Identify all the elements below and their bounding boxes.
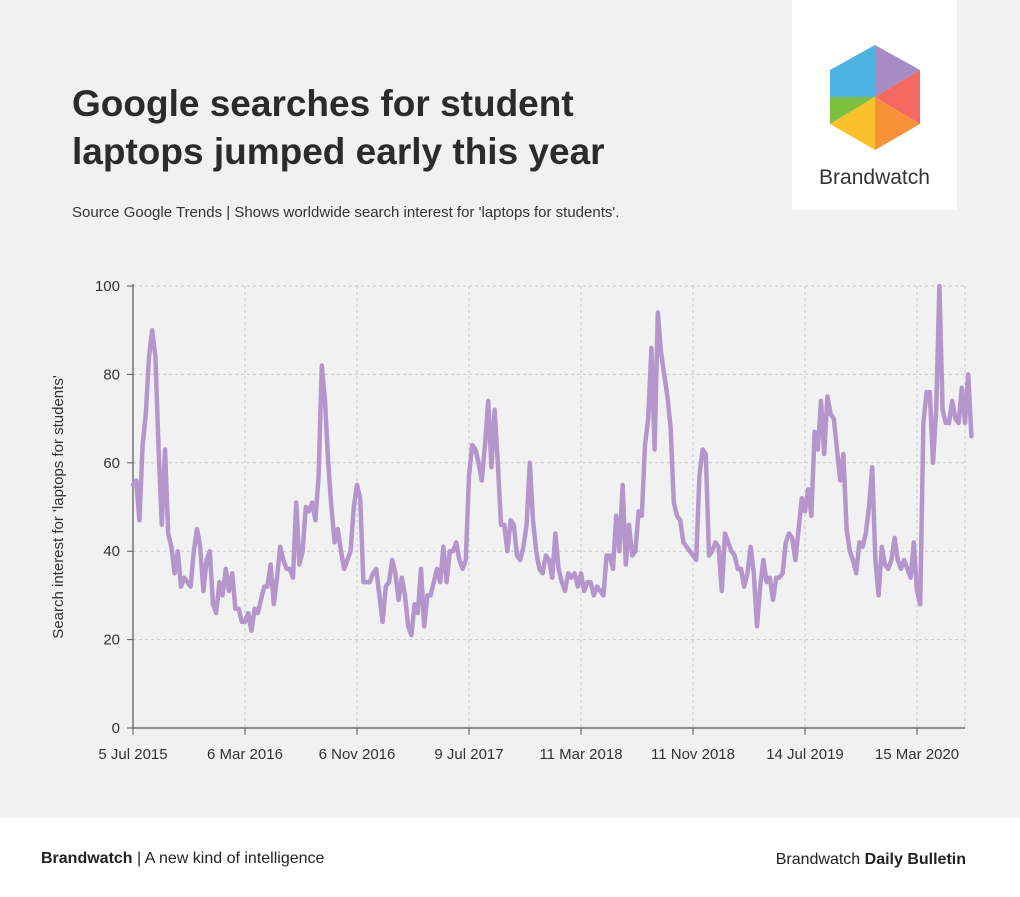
x-tick-label: 6 Mar 2016 [207,746,283,763]
x-tick-label: 9 Jul 2017 [434,746,503,763]
y-tick-label: 20 [103,632,120,649]
brand-logo-card: Brandwatch [792,0,957,210]
footer-bulletin-name: Daily Bulletin [864,851,966,868]
footer-bulletin: Brandwatch Daily Bulletin [776,851,966,869]
y-tick-label: 80 [103,366,120,383]
brandwatch-hexagon-logo-icon [830,45,920,150]
chart-title: Google searches for student laptops jump… [72,83,605,172]
y-tick-label: 40 [103,543,120,560]
footer-brand: Brandwatch [41,850,133,867]
footer-tagline-text: | A new kind of intelligence [132,850,325,867]
line-chart: 0 20 40 60 80 100 5 Jul 2015 6 Mar 2016 6 Nov 20… [50,278,974,763]
x-tick-label: 6 Nov 2016 [319,746,396,763]
y-tick-label: 60 [103,455,120,472]
x-tick-label: 5 Jul 2015 [98,746,167,763]
chart-subtitle: Source Google Trends | Shows worldwide s… [72,204,620,221]
footer-tagline: Brandwatch | A new kind of intelligence [41,850,324,868]
y-axis-label: Search interest for 'laptops for student… [50,375,67,639]
x-tick-label: 14 Jul 2019 [766,746,844,763]
x-tick-label: 11 Mar 2018 [539,746,622,763]
y-tick-label: 0 [112,720,120,737]
footer-bulletin-prefix: Brandwatch [775,851,865,868]
brand-logo-label: Brandwatch [819,166,930,189]
y-tick-label: 100 [95,278,120,295]
x-tick-label: 11 Nov 2018 [651,746,735,763]
series-line [130,283,974,638]
x-tick-label: 15 Mar 2020 [875,746,959,763]
